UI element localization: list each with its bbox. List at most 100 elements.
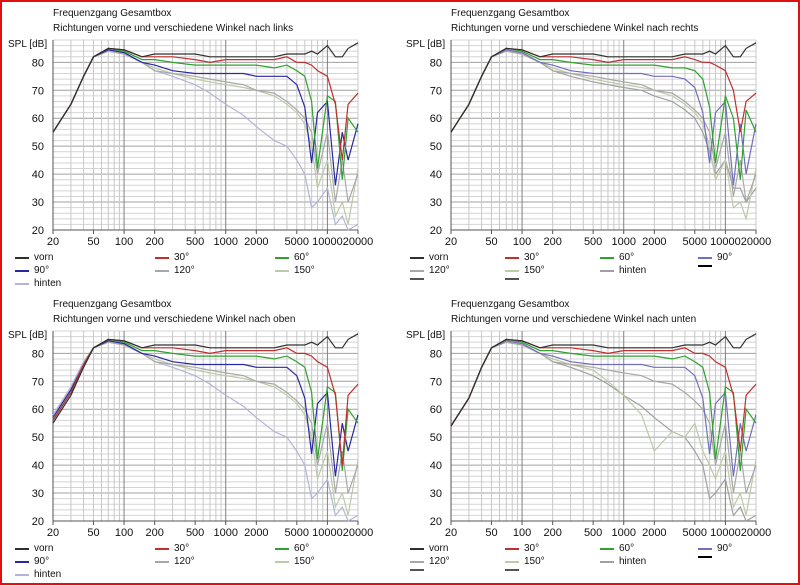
series-line-vorn <box>52 42 359 133</box>
legend-swatch <box>505 269 519 272</box>
legend-label: 60° <box>619 252 635 263</box>
legend-label: 150° <box>294 265 315 276</box>
legend-swatch <box>410 547 424 550</box>
legend-label: vorn <box>429 543 449 554</box>
legend-swatch <box>15 282 29 285</box>
y-tick-label: 40 <box>32 169 44 181</box>
legend-swatch <box>410 269 424 272</box>
legend-swatch <box>15 547 29 550</box>
y-tick-label: 70 <box>430 376 442 388</box>
x-tick-label: 50 <box>485 236 497 248</box>
legend-label: 30° <box>174 543 190 554</box>
legend-item: 60° <box>275 252 309 263</box>
y-tick-label: 40 <box>430 169 442 181</box>
legend-item: 30° <box>155 252 189 263</box>
y-tick-label: 60 <box>430 404 442 416</box>
legend-item: 150° <box>275 265 315 276</box>
y-tick-label: 30 <box>430 197 442 209</box>
legend-label: vorn <box>34 543 54 554</box>
series-line-vorn <box>52 333 359 424</box>
legend-swatch <box>410 560 424 563</box>
legend-item: hinten <box>600 556 646 567</box>
legend-item: 90° <box>698 543 732 554</box>
legend-label: 30° <box>524 252 540 263</box>
legend-item: hinten <box>600 265 646 276</box>
chart-svg: 20 30 40 50 60 70 80 20 50 100 200 500 1000 2000 5000 1… <box>32 39 374 248</box>
legend-swatch <box>155 256 169 259</box>
y-tick-label: 60 <box>32 113 44 125</box>
y-tick-label: 50 <box>430 432 442 444</box>
y-tick-label: 40 <box>32 460 44 472</box>
x-tick-label: 20000 <box>343 236 374 248</box>
legend-item: 90° <box>698 252 732 263</box>
x-tick-label: 20 <box>445 236 457 248</box>
x-tick-label: 2000 <box>244 527 268 539</box>
legend-label: hinten <box>619 265 647 276</box>
legend-swatch <box>410 278 424 280</box>
legend-item <box>505 569 524 571</box>
x-tick-label: 100 <box>115 527 133 539</box>
chart-title: Frequenzgang Gesamtbox <box>53 299 172 310</box>
legend-swatch <box>600 256 614 259</box>
x-tick-label: 20000 <box>741 527 772 539</box>
legend-item <box>698 265 717 267</box>
legend-swatch <box>505 560 519 563</box>
x-tick-label: 200 <box>543 236 561 248</box>
x-tick-label: 10000 <box>710 527 741 539</box>
x-tick-label: 20 <box>47 527 59 539</box>
chart-svg: 20 30 40 50 60 70 80 20 50 100 200 500 1000 2000 5000 1… <box>430 330 772 539</box>
legend-swatch <box>698 265 712 267</box>
legend-swatch <box>15 269 29 272</box>
y-tick-label: 20 <box>32 225 44 237</box>
x-tick-label: 500 <box>186 236 204 248</box>
x-tick-label: 500 <box>186 527 204 539</box>
chart-panel: Frequenzgang Gesamtbox Richtungen vorne … <box>0 291 400 583</box>
x-tick-label: 200 <box>145 236 163 248</box>
y-tick-label: 40 <box>430 460 442 472</box>
y-tick-label: 50 <box>32 432 44 444</box>
legend-swatch <box>505 256 519 259</box>
legend-label: vorn <box>429 252 449 263</box>
x-tick-label: 5000 <box>683 527 707 539</box>
legend-item: 60° <box>600 543 634 554</box>
legend-label: vorn <box>34 252 54 263</box>
legend-item: 90° <box>15 556 49 567</box>
x-tick-label: 50 <box>87 527 99 539</box>
legend-swatch <box>15 573 29 576</box>
legend-item: 60° <box>275 543 309 554</box>
legend-item: 150° <box>505 556 545 567</box>
legend-swatch <box>600 269 614 272</box>
x-tick-label: 2000 <box>642 236 666 248</box>
y-axis-label: SPL [dB] <box>406 330 446 341</box>
legend-item: 30° <box>505 543 539 554</box>
legend-label: 90° <box>717 252 733 263</box>
x-tick-label: 5000 <box>285 236 309 248</box>
series-line-120deg <box>52 341 359 494</box>
chart-title: Frequenzgang Gesamtbox <box>451 299 570 310</box>
legend-swatch <box>155 547 169 550</box>
legend-item: 30° <box>505 252 539 263</box>
legend-swatch <box>275 547 289 550</box>
chart-panel: Frequenzgang Gesamtbox Richtungen vorne … <box>398 291 798 583</box>
chart-panel: Frequenzgang Gesamtbox Richtungen vorne … <box>398 0 798 292</box>
legend-swatch <box>698 256 712 259</box>
legend-label: 90° <box>717 543 733 554</box>
legend-item <box>505 278 524 280</box>
x-tick-label: 20 <box>445 527 457 539</box>
y-tick-label: 20 <box>32 516 44 528</box>
legend-item <box>410 569 429 571</box>
legend-item: 120° <box>410 556 450 567</box>
legend-item <box>698 556 717 558</box>
legend-label: 120° <box>174 265 195 276</box>
legend-item: vorn <box>410 252 448 263</box>
legend-swatch <box>505 569 519 571</box>
x-tick-label: 500 <box>584 527 602 539</box>
y-tick-label: 30 <box>32 488 44 500</box>
chart-subtitle: Richtungen vorne und verschiedene Winkel… <box>53 23 294 34</box>
legend-item: 90° <box>15 265 49 276</box>
y-tick-label: 80 <box>32 348 44 360</box>
y-tick-label: 60 <box>32 404 44 416</box>
chart-title: Frequenzgang Gesamtbox <box>53 8 172 19</box>
x-tick-label: 2000 <box>642 527 666 539</box>
